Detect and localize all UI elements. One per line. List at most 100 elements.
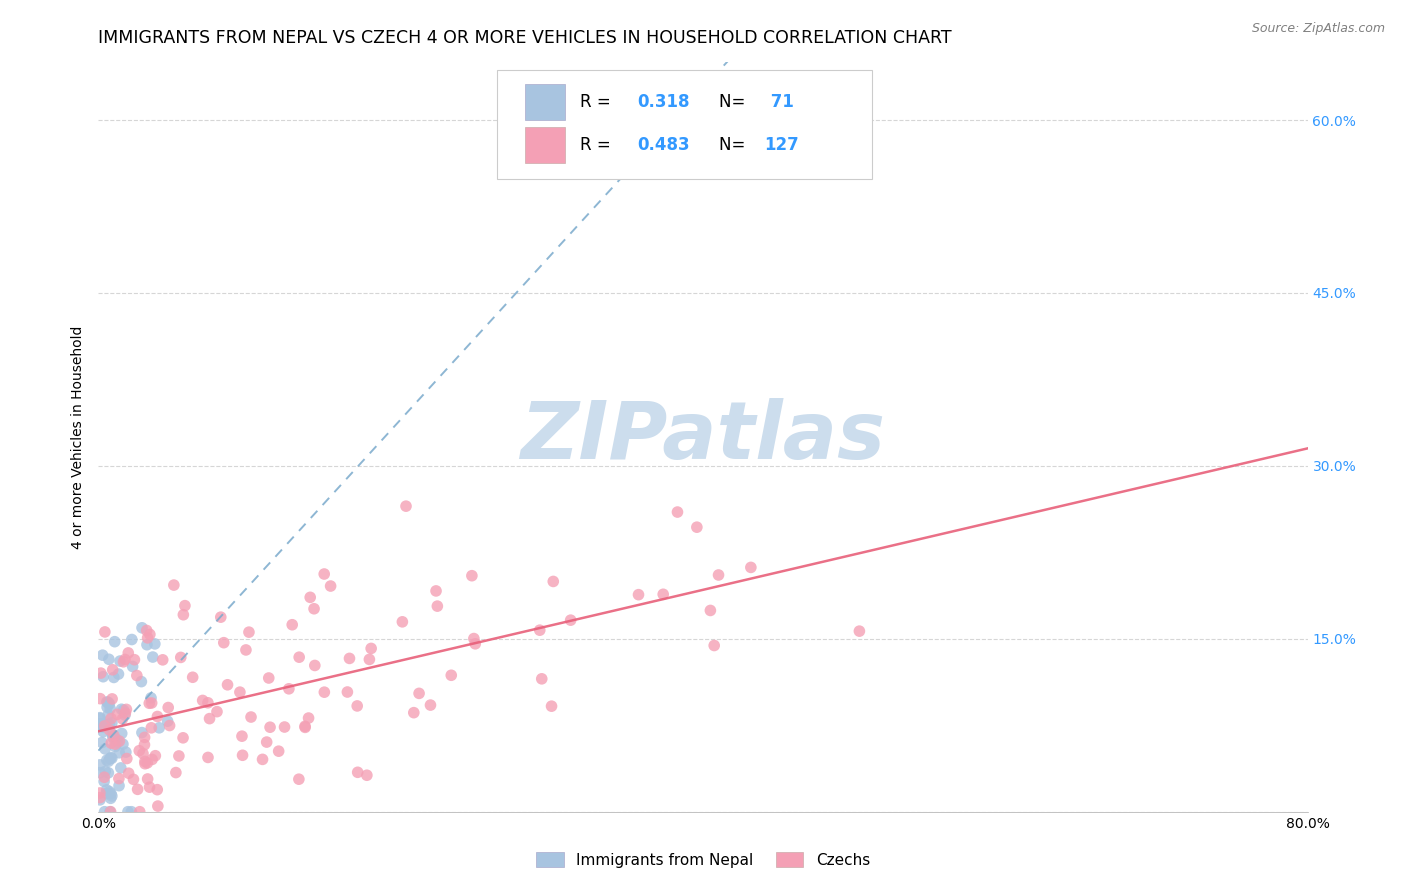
Point: [288, 650, 311, 665]
Point: [94, 764, 117, 779]
Point: [134, 738, 156, 752]
Point: [101, 727, 124, 741]
Point: [174, 599, 197, 613]
Point: [115, 745, 138, 759]
Point: [101, 692, 124, 706]
Point: [115, 702, 138, 716]
Point: [686, 520, 709, 534]
Point: [302, 601, 325, 615]
Point: [97, 708, 120, 723]
Point: [157, 700, 180, 714]
Point: [121, 659, 143, 673]
Point: [529, 623, 551, 637]
Point: [314, 685, 336, 699]
Point: [156, 714, 179, 729]
Point: [96, 753, 118, 767]
Point: [89, 691, 111, 706]
Point: [96, 787, 118, 801]
Point: [89, 765, 111, 780]
Point: [110, 702, 132, 716]
Point: [108, 654, 131, 668]
Point: [146, 782, 169, 797]
Point: [98, 805, 121, 819]
Point: [98, 697, 121, 711]
Point: [98, 752, 121, 766]
Point: [232, 748, 254, 763]
Point: [97, 765, 120, 780]
Point: [240, 710, 263, 724]
Point: [256, 735, 278, 749]
Point: [104, 737, 127, 751]
Point: [257, 671, 280, 685]
Text: N=: N=: [718, 93, 751, 112]
Point: [281, 617, 304, 632]
Text: N=: N=: [718, 136, 751, 153]
Point: [138, 696, 160, 710]
Point: [96, 700, 118, 714]
Point: [461, 568, 484, 582]
Point: [148, 721, 170, 735]
Point: [139, 690, 162, 705]
Point: [543, 574, 565, 589]
Point: [108, 734, 131, 748]
Point: [127, 782, 149, 797]
Point: [440, 668, 463, 682]
Point: [132, 747, 155, 761]
Point: [101, 715, 124, 730]
Point: [111, 712, 134, 726]
Point: [128, 744, 150, 758]
Point: [136, 756, 159, 770]
Point: [159, 718, 181, 732]
Point: [91, 735, 114, 749]
Point: [464, 637, 486, 651]
Point: [105, 707, 128, 722]
Point: [131, 621, 153, 635]
Point: [273, 720, 295, 734]
Point: [117, 766, 139, 780]
Point: [114, 706, 136, 720]
Point: [120, 805, 142, 819]
Point: [100, 736, 122, 750]
Point: [259, 720, 281, 734]
Point: [314, 567, 336, 582]
Point: [666, 505, 689, 519]
Point: [93, 717, 115, 731]
Point: [238, 625, 260, 640]
Point: [108, 779, 131, 793]
Point: [288, 772, 311, 787]
Point: [128, 805, 150, 819]
Text: Source: ZipAtlas.com: Source: ZipAtlas.com: [1251, 22, 1385, 36]
Point: [107, 667, 129, 681]
Point: [93, 770, 115, 784]
Point: [359, 652, 381, 666]
Text: IMMIGRANTS FROM NEPAL VS CZECH 4 OR MORE VEHICLES IN HOUSEHOLD CORRELATION CHART: IMMIGRANTS FROM NEPAL VS CZECH 4 OR MORE…: [98, 29, 952, 47]
Point: [96, 695, 118, 709]
Point: [191, 693, 214, 707]
Point: [198, 712, 221, 726]
Point: [98, 723, 121, 737]
Point: [172, 731, 194, 745]
Text: 0.483: 0.483: [638, 136, 690, 153]
Point: [540, 699, 562, 714]
Point: [115, 751, 138, 765]
Point: [93, 805, 115, 819]
Point: [141, 752, 163, 766]
Point: [339, 651, 361, 665]
Point: [707, 568, 730, 582]
Point: [319, 579, 342, 593]
Point: [141, 696, 163, 710]
Point: [294, 720, 316, 734]
Point: [101, 730, 124, 744]
Point: [217, 678, 239, 692]
Point: [112, 703, 135, 717]
Point: [136, 638, 159, 652]
Point: [408, 686, 430, 700]
Point: [235, 643, 257, 657]
Point: [336, 685, 359, 699]
Point: [136, 631, 159, 645]
Point: [94, 742, 117, 756]
Point: [699, 603, 721, 617]
Point: [103, 729, 125, 743]
Point: [111, 737, 134, 751]
Point: [252, 752, 274, 766]
